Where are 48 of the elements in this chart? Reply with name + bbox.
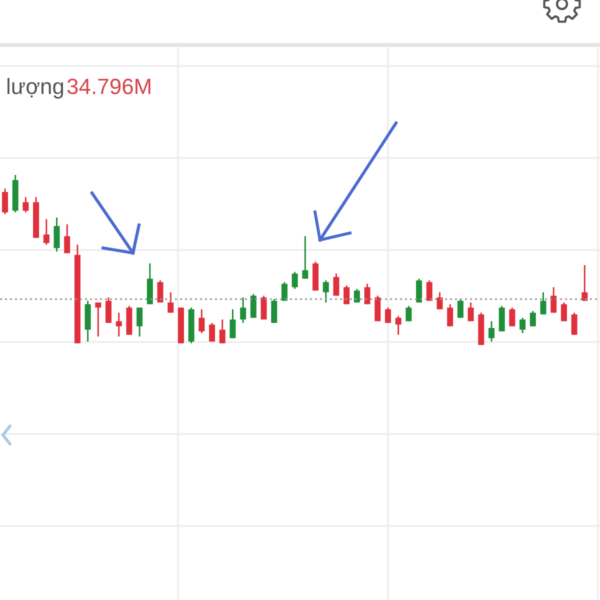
candlestick — [2, 188, 8, 215]
candlestick — [374, 294, 381, 322]
candlestick — [520, 317, 526, 334]
candlestick — [406, 305, 412, 322]
candlestick — [106, 296, 112, 324]
candlestick — [95, 302, 102, 338]
candlestick — [447, 303, 454, 328]
candlestick — [22, 196, 29, 214]
candlestick — [354, 288, 360, 304]
candlestick — [198, 308, 205, 334]
candlestick — [333, 272, 340, 296]
candlestick — [468, 302, 474, 322]
candlestick — [271, 298, 278, 324]
candlestick — [384, 306, 391, 324]
text: lượng — [6, 74, 65, 99]
candlestick — [498, 305, 505, 332]
candlestick — [416, 278, 422, 304]
candlestick — [560, 302, 567, 322]
candlestick — [550, 286, 557, 314]
candlestick — [250, 293, 256, 319]
candlestick — [281, 281, 288, 302]
candlestick — [219, 318, 226, 344]
candlestick — [530, 310, 536, 328]
candlestick — [292, 271, 298, 290]
candlestick — [209, 322, 216, 342]
candlestick — [54, 216, 60, 252]
candlestick — [571, 312, 578, 336]
candlestick — [157, 280, 164, 304]
candlestick — [457, 298, 464, 319]
candlestick — [168, 292, 174, 314]
candlestick — [364, 283, 370, 305]
candlestick — [540, 292, 546, 316]
candlestick — [426, 280, 432, 302]
candlestick — [436, 292, 443, 310]
candlestick — [488, 320, 494, 342]
candlestick — [240, 296, 246, 324]
text: 34.796M — [66, 74, 152, 99]
candlestick — [43, 218, 50, 246]
candlestick — [322, 280, 329, 304]
candlestick — [509, 306, 516, 328]
candlestick — [64, 224, 70, 254]
candlestick — [136, 306, 143, 338]
candlestick — [260, 294, 267, 320]
candlestick — [230, 308, 236, 339]
candlestick — [116, 312, 122, 338]
candlestick — [395, 315, 402, 336]
candlestick — [582, 264, 588, 302]
candlestick — [302, 235, 308, 280]
